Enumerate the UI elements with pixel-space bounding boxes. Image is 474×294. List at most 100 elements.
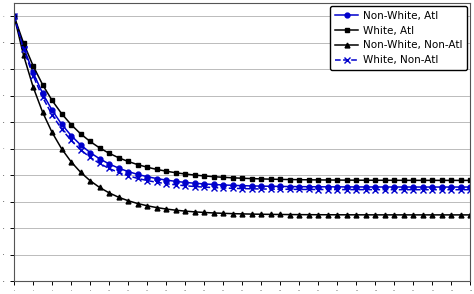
Line: White, Atl: White, Atl <box>12 14 473 183</box>
Non-White, Non-Atl <box>467 213 473 217</box>
White, Non-Atl <box>354 188 359 191</box>
Non-White, Non-Atl <box>277 213 283 216</box>
White, Non-Atl <box>239 187 245 190</box>
Non-White, Atl <box>258 184 264 188</box>
White, Non-Atl <box>182 184 188 188</box>
Non-White, Non-Atl <box>429 213 435 217</box>
White, Non-Atl <box>249 187 255 191</box>
White, Atl <box>201 174 207 178</box>
Non-White, Atl <box>87 151 93 154</box>
White, Atl <box>439 179 445 182</box>
Non-White, Atl <box>154 177 159 180</box>
White, Atl <box>410 178 416 182</box>
White, Atl <box>315 178 321 182</box>
White, Non-Atl <box>268 187 273 191</box>
Non-White, Atl <box>458 185 464 189</box>
White, Non-Atl <box>458 188 464 191</box>
Non-White, Atl <box>164 178 169 182</box>
White, Atl <box>363 178 369 182</box>
Non-White, Atl <box>135 173 140 176</box>
White, Non-Atl <box>173 183 179 187</box>
White, Atl <box>211 175 217 178</box>
White, Non-Atl <box>230 187 236 190</box>
Non-White, Atl <box>106 162 112 166</box>
White, Atl <box>21 41 27 45</box>
Non-White, Non-Atl <box>220 212 226 215</box>
White, Atl <box>277 178 283 181</box>
Non-White, Non-Atl <box>230 212 236 216</box>
Non-White, Non-Atl <box>401 213 407 217</box>
Non-White, Atl <box>335 185 340 189</box>
White, Non-Atl <box>382 188 388 191</box>
Non-White, Non-Atl <box>439 213 445 217</box>
Non-White, Atl <box>220 183 226 187</box>
White, Non-Atl <box>116 171 121 174</box>
Non-White, Atl <box>392 185 397 189</box>
Non-White, Non-Atl <box>211 211 217 215</box>
Non-White, Non-Atl <box>448 213 454 217</box>
Non-White, Atl <box>344 185 350 189</box>
Non-White, Atl <box>401 185 407 189</box>
White, Non-Atl <box>420 188 426 191</box>
White, Atl <box>87 140 93 143</box>
White, Non-Atl <box>97 162 102 165</box>
White, Atl <box>392 178 397 182</box>
Non-White, Non-Atl <box>116 196 121 199</box>
White, Atl <box>182 172 188 176</box>
Non-White, Atl <box>268 185 273 188</box>
White, Atl <box>344 178 350 182</box>
White, Non-Atl <box>49 113 55 116</box>
White, Atl <box>420 178 426 182</box>
White, Non-Atl <box>125 174 131 178</box>
White, Non-Atl <box>373 188 378 191</box>
White, Non-Atl <box>211 186 217 189</box>
Non-White, Non-Atl <box>239 212 245 216</box>
Non-White, Atl <box>182 181 188 184</box>
Non-White, Non-Atl <box>154 206 159 209</box>
White, Non-Atl <box>21 47 27 51</box>
White, Non-Atl <box>315 188 321 191</box>
White, Non-Atl <box>201 185 207 189</box>
White, Atl <box>249 177 255 181</box>
White, Atl <box>30 64 36 68</box>
Non-White, Atl <box>230 183 236 187</box>
Non-White, Atl <box>11 14 17 18</box>
White, Non-Atl <box>164 182 169 186</box>
White, Non-Atl <box>87 156 93 159</box>
Non-White, Non-Atl <box>201 211 207 214</box>
White, Atl <box>192 173 198 177</box>
White, Atl <box>144 166 150 169</box>
White, Atl <box>116 156 121 160</box>
White, Non-Atl <box>68 139 74 142</box>
White, Non-Atl <box>258 187 264 191</box>
Non-White, Atl <box>21 45 27 49</box>
Non-White, Non-Atl <box>21 54 27 57</box>
Non-White, Non-Atl <box>144 204 150 208</box>
White, Atl <box>458 179 464 182</box>
Legend: Non-White, Atl, White, Atl, Non-White, Non-Atl, White, Non-Atl: Non-White, Atl, White, Atl, Non-White, N… <box>330 6 467 70</box>
Non-White, Atl <box>382 185 388 189</box>
White, Atl <box>354 178 359 182</box>
Non-White, Atl <box>287 185 292 188</box>
White, Non-Atl <box>11 14 17 18</box>
Non-White, Non-Atl <box>392 213 397 217</box>
Non-White, Non-Atl <box>315 213 321 216</box>
Non-White, Atl <box>296 185 302 188</box>
Non-White, Non-Atl <box>325 213 330 216</box>
White, Non-Atl <box>277 188 283 191</box>
White, Non-Atl <box>410 188 416 191</box>
White, Atl <box>68 123 74 126</box>
Non-White, Atl <box>429 185 435 189</box>
Non-White, Non-Atl <box>344 213 350 217</box>
White, Non-Atl <box>40 96 46 99</box>
Non-White, Atl <box>448 185 454 189</box>
White, Non-Atl <box>335 188 340 191</box>
White, Non-Atl <box>287 188 292 191</box>
White, Non-Atl <box>154 181 159 184</box>
Non-White, Non-Atl <box>125 199 131 203</box>
White, Atl <box>154 168 159 171</box>
Non-White, Non-Atl <box>373 213 378 217</box>
Non-White, Non-Atl <box>30 85 36 88</box>
Non-White, Non-Atl <box>78 171 83 174</box>
Non-White, Atl <box>173 180 179 183</box>
